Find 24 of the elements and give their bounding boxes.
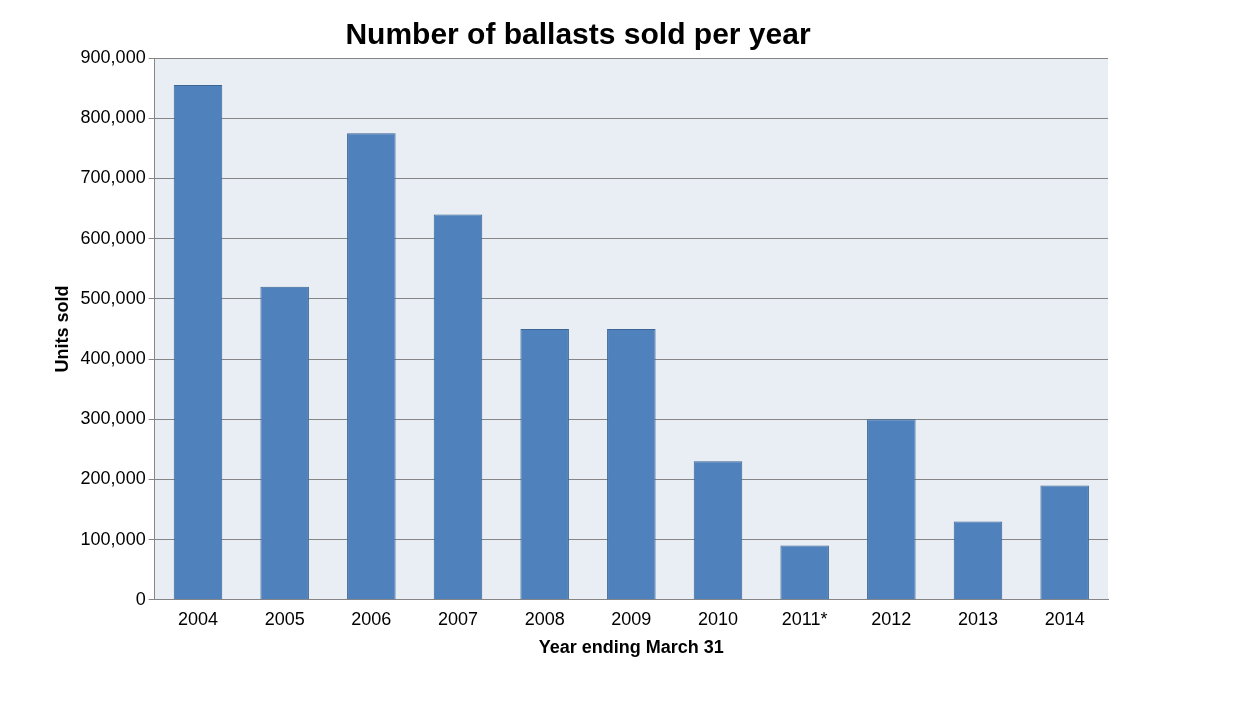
y-tick-label: 400,000 <box>80 347 146 368</box>
y-tick-label: 800,000 <box>80 107 146 128</box>
x-tick-label: 2011* <box>781 608 828 629</box>
x-tick-label: 2007 <box>437 608 479 629</box>
y-tick-label: 600,000 <box>80 227 146 248</box>
x-tick-label: 2008 <box>524 608 565 629</box>
y-tick-label: 0 <box>135 588 146 609</box>
y-tick-label: 700,000 <box>80 167 146 188</box>
y-axis-title: Units sold <box>51 285 72 373</box>
x-tick-label: 2009 <box>611 608 652 629</box>
x-axis-title: Year ending March 31 <box>538 637 724 658</box>
y-tick-label: 200,000 <box>80 468 146 489</box>
y-tick-label: 300,000 <box>80 408 146 429</box>
x-tick-label: 2013 <box>957 608 999 629</box>
x-tick-label: 2005 <box>264 608 305 629</box>
x-tick-label: 2012 <box>871 608 912 629</box>
x-tick-label: 2006 <box>351 608 392 629</box>
y-tick-label: 900,000 <box>80 46 146 67</box>
y-tick-label: 500,000 <box>80 287 146 308</box>
x-tick-label: 2010 <box>697 608 739 629</box>
chart-title: Number of ballasts sold per year <box>345 17 811 51</box>
x-tick-label: 2004 <box>177 608 219 629</box>
y-tick-label: 100,000 <box>80 528 146 549</box>
x-tick-label: 2014 <box>1044 608 1085 629</box>
